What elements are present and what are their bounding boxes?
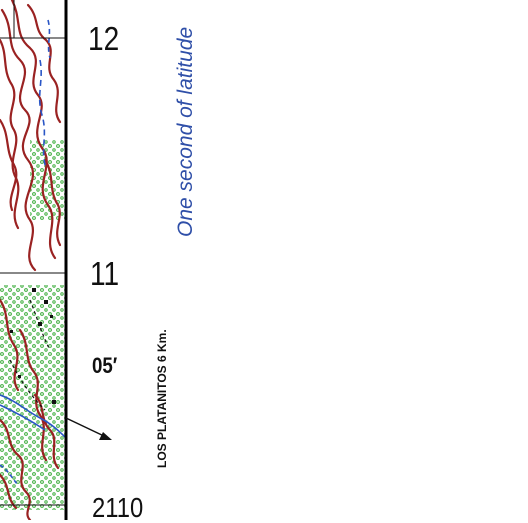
building-markers — [10, 288, 56, 404]
scale-note: One second of latitude — [174, 26, 197, 237]
grid-lines — [0, 0, 66, 506]
grid-label-2110: 2110 — [92, 492, 144, 523]
drainage-lines — [0, 19, 67, 486]
grid-label-12: 12 — [88, 20, 120, 57]
grid-label-11: 11 — [90, 255, 120, 292]
minute-label: 05′ — [92, 353, 118, 378]
trails — [9, 299, 51, 411]
vegetation-area — [30, 140, 66, 220]
destination-note: LOS PLATANITOS 6 Km. — [155, 329, 169, 468]
arrow-icon — [65, 417, 112, 440]
